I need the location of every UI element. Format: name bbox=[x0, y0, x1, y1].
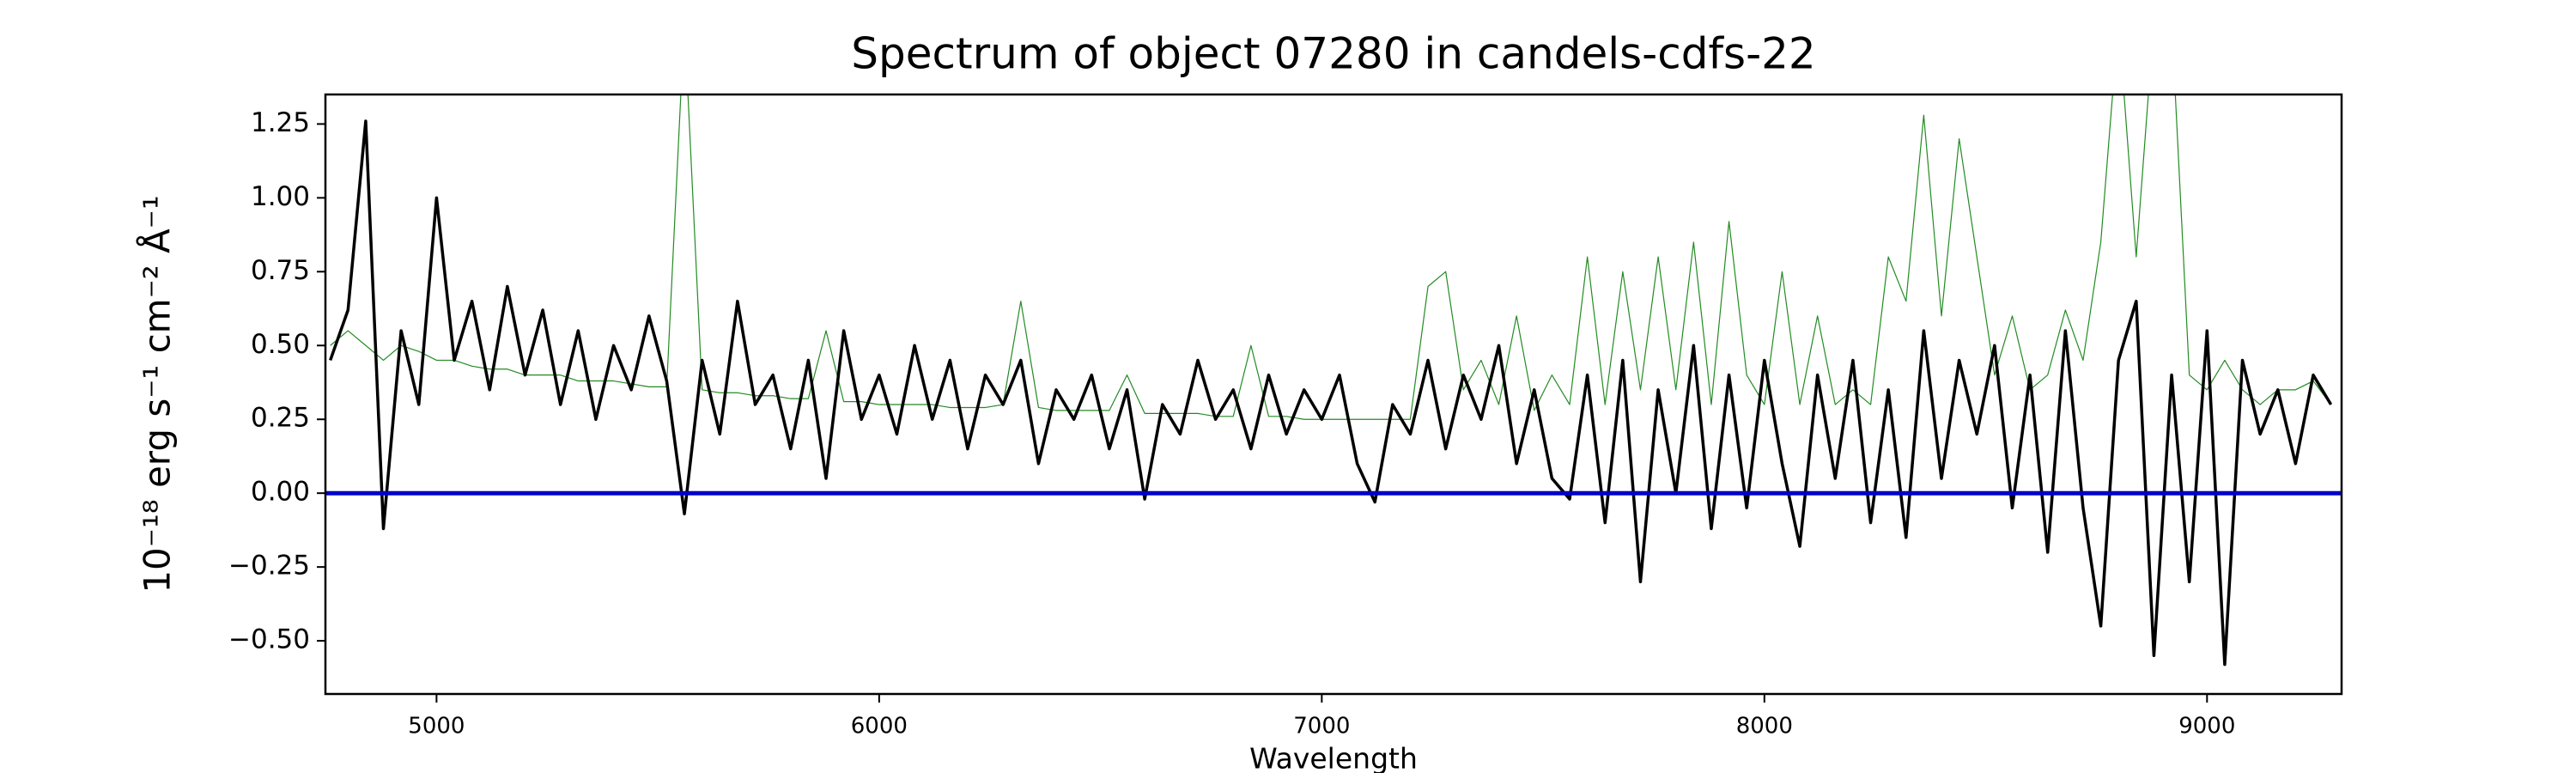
x-axis-label: Wavelength bbox=[1249, 742, 1418, 773]
x-tick-label: 5000 bbox=[408, 714, 465, 740]
x-tick-label: 8000 bbox=[1736, 714, 1793, 740]
spectrum-line bbox=[329, 119, 2333, 666]
plot-frame bbox=[324, 93, 2343, 696]
spectrum-line bbox=[330, 94, 2332, 420]
y-tick-label: 0.00 bbox=[251, 477, 310, 508]
plot-area bbox=[325, 94, 2342, 666]
y-tick-label: −0.25 bbox=[228, 551, 310, 581]
y-tick-label: 0.50 bbox=[251, 329, 310, 360]
x-tick-label: 6000 bbox=[851, 714, 908, 740]
y-tick-label: 1.00 bbox=[251, 181, 310, 212]
x-tick-label: 9000 bbox=[2178, 714, 2235, 740]
y-tick-label: 1.25 bbox=[251, 107, 310, 138]
y-tick-label: 0.25 bbox=[251, 403, 310, 434]
x-tick-label: 7000 bbox=[1293, 714, 1350, 740]
y-tick-label: −0.50 bbox=[228, 624, 310, 655]
chart-title: Spectrum of object 07280 in candels-cdfs… bbox=[851, 29, 1816, 79]
y-axis-label: 10⁻¹⁸ erg s⁻¹ cm⁻² Å⁻¹ bbox=[136, 195, 179, 593]
y-tick-label: 0.75 bbox=[251, 255, 310, 286]
